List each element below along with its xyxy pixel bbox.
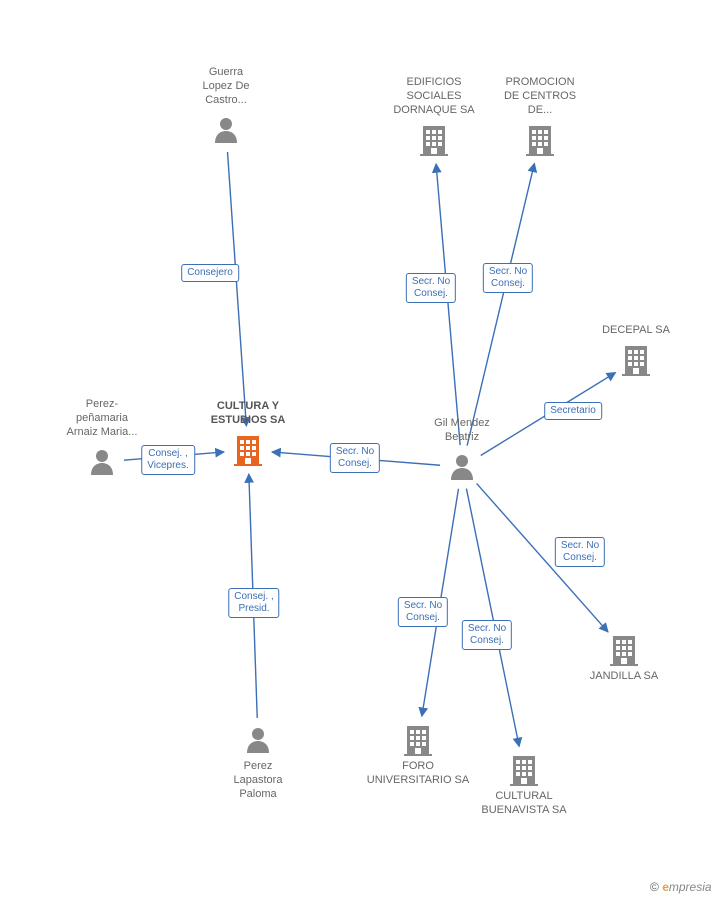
edge-guerra-cultura	[228, 152, 247, 426]
company-main-icon	[234, 436, 262, 466]
node-label-foro: FORO UNIVERSITARIO SA	[353, 760, 483, 788]
node-label-decepal: DECEPAL SA	[586, 324, 686, 338]
edge-label-gil-foro: Secr. No Consej.	[398, 597, 448, 627]
person-icon	[451, 455, 473, 480]
edge-label-gil-cultura: Secr. No Consej.	[330, 443, 380, 473]
edge-gil-cultural	[466, 489, 519, 747]
edge-gil-edificios	[436, 164, 460, 445]
company-icon	[622, 346, 650, 376]
edge-label-gil-promocion: Secr. No Consej.	[483, 263, 533, 293]
brand-first-letter: e	[662, 880, 669, 894]
person-icon	[247, 728, 269, 753]
company-icon	[610, 636, 638, 666]
edge-label-guerra-cultura: Consejero	[181, 264, 239, 282]
edge-label-gil-edificios: Secr. No Consej.	[406, 273, 456, 303]
node-label-perez_lp: Perez Lapastora Paloma	[213, 760, 303, 801]
node-label-edificios: EDIFICIOS SOCIALES DORNAQUE SA	[379, 76, 489, 117]
node-label-gil: Gil Mendez Beatriz	[412, 417, 512, 445]
person-icon	[215, 118, 237, 143]
company-icon	[526, 126, 554, 156]
edge-label-perez_lp-cultura: Consej. , Presid.	[228, 588, 279, 618]
person-icon	[91, 450, 113, 475]
company-icon	[510, 756, 538, 786]
brand-rest: mpresia	[669, 880, 712, 894]
edge-gil-promocion	[467, 163, 534, 445]
edge-label-gil-cultural: Secr. No Consej.	[462, 620, 512, 650]
copyright-symbol: ©	[650, 880, 659, 894]
node-label-perez_pm: Perez- peñamaria Arnaiz Maria...	[52, 398, 152, 439]
company-icon	[420, 126, 448, 156]
node-label-cultural: CULTURAL BUENAVISTA SA	[464, 790, 584, 818]
node-label-promocion: PROMOCION DE CENTROS DE...	[485, 76, 595, 117]
edge-label-perez_pm-cultura: Consej. , Vicepres.	[141, 445, 195, 475]
edge-label-gil-jandilla: Secr. No Consej.	[555, 537, 605, 567]
edge-label-gil-decepal: Secretario	[544, 402, 602, 420]
node-label-jandilla: JANDILLA SA	[574, 670, 674, 684]
node-label-cultura: CULTURA Y ESTUDIOS SA	[188, 400, 308, 428]
node-label-guerra: Guerra Lopez De Castro...	[181, 66, 271, 107]
copyright: © empresia	[650, 880, 712, 894]
company-icon	[404, 726, 432, 756]
